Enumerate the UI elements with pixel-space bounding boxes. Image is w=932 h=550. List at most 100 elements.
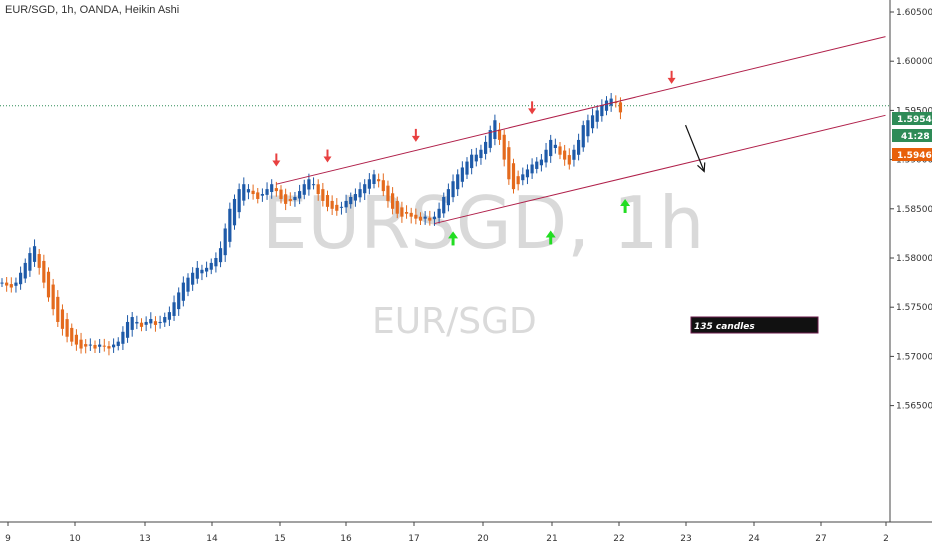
down-arrow-shape — [414, 128, 417, 137]
candle-body — [432, 216, 437, 220]
y-tick-label: 1.58500 — [896, 205, 932, 215]
candle-body — [321, 189, 325, 201]
candle-body — [414, 214, 418, 219]
candle-body — [9, 284, 13, 288]
up-arrow-shape — [448, 231, 459, 239]
candle-body — [525, 169, 530, 178]
watermark-pair: EUR/SGD — [372, 301, 537, 342]
candle-body — [511, 163, 516, 190]
candle-body — [618, 102, 623, 113]
candle-body — [381, 180, 385, 192]
candle-body — [0, 282, 4, 284]
candle-body — [409, 212, 413, 217]
candle-body — [93, 344, 97, 349]
candle-body — [279, 189, 283, 199]
candle-body — [502, 134, 506, 160]
candle-body — [367, 179, 371, 189]
candle-body — [158, 321, 162, 324]
candle-body — [237, 189, 241, 213]
candle-body — [404, 212, 409, 214]
x-tick-label: 9 — [5, 534, 11, 544]
candle-body — [377, 179, 381, 182]
candle-body — [74, 334, 78, 345]
candle-body — [604, 100, 609, 111]
up-arrow-shape — [451, 237, 455, 246]
candle-count-label: 135 candles — [694, 322, 755, 332]
x-tick-label: 27 — [815, 534, 826, 544]
candle-body — [195, 267, 199, 279]
candle-body — [451, 181, 455, 198]
candle-body — [372, 174, 376, 184]
candle-body — [339, 206, 344, 208]
candle-body — [200, 269, 204, 274]
down-arrow-shape — [272, 160, 281, 167]
candle-body — [530, 164, 534, 174]
candle-body — [493, 120, 497, 139]
down-arrow-icon — [411, 128, 420, 142]
candle-body — [484, 141, 488, 154]
candle-body — [284, 194, 288, 204]
candle-body — [107, 346, 111, 349]
candle-body — [167, 312, 171, 320]
down-arrow-shape — [323, 156, 332, 163]
candle-body — [507, 147, 511, 180]
up-arrow-icon — [545, 230, 556, 245]
candle-body — [474, 154, 478, 162]
candle-body — [581, 125, 585, 148]
candle-body — [251, 190, 255, 195]
candle-body — [130, 317, 134, 330]
candle-body — [298, 191, 302, 199]
down-arrow-shape — [670, 70, 673, 79]
candle-body — [307, 179, 311, 190]
candle-body — [149, 319, 153, 324]
candle-body — [358, 189, 362, 198]
candle-body — [614, 102, 618, 104]
candle-body — [19, 272, 23, 285]
x-tick-label: 24 — [748, 534, 760, 544]
candle-body — [125, 321, 130, 338]
down-arrow-shape — [531, 101, 534, 110]
down-arrow-shape — [667, 77, 676, 84]
candle-body — [102, 345, 106, 347]
candle-body — [191, 272, 195, 285]
candle-body — [42, 260, 46, 283]
candle-body — [423, 216, 427, 219]
candle-body — [590, 115, 595, 129]
candle-body — [456, 174, 460, 190]
projection-arrow-line — [684, 124, 705, 172]
x-tick-label: 10 — [69, 534, 81, 544]
candle-body — [135, 321, 139, 324]
candle-body — [163, 317, 167, 323]
x-tick-label: 16 — [340, 534, 352, 544]
candle-body — [553, 144, 557, 149]
current-price-label: 1.59547 — [897, 115, 932, 125]
current-price-tag — [892, 112, 932, 125]
x-tick-label: 22 — [613, 534, 624, 544]
candle-body — [98, 344, 102, 347]
candle-body — [172, 302, 176, 316]
candle-body — [567, 155, 571, 165]
candle-body — [539, 159, 543, 166]
candle-body — [595, 110, 599, 122]
last-price-tag — [892, 148, 932, 161]
candle-body — [497, 129, 502, 140]
candle-body — [521, 174, 525, 181]
candle-body — [51, 284, 55, 310]
candle-body — [205, 267, 209, 272]
candle-body — [186, 277, 190, 292]
up-arrow-shape — [545, 230, 556, 238]
y-tick-label: 1.57500 — [896, 303, 932, 313]
candle-body — [558, 146, 562, 155]
candle-body — [437, 208, 441, 218]
candle-body — [14, 282, 18, 286]
y-tick-label: 1.59500 — [896, 106, 932, 116]
candle-body — [256, 192, 260, 199]
candle-body — [32, 246, 37, 262]
candle-body — [363, 184, 367, 194]
candle-body — [84, 344, 88, 347]
x-tick-label: 20 — [477, 534, 489, 544]
candle-body — [516, 176, 520, 185]
y-tick-label: 1.57000 — [896, 352, 932, 362]
projection-arrow-head — [697, 162, 706, 173]
